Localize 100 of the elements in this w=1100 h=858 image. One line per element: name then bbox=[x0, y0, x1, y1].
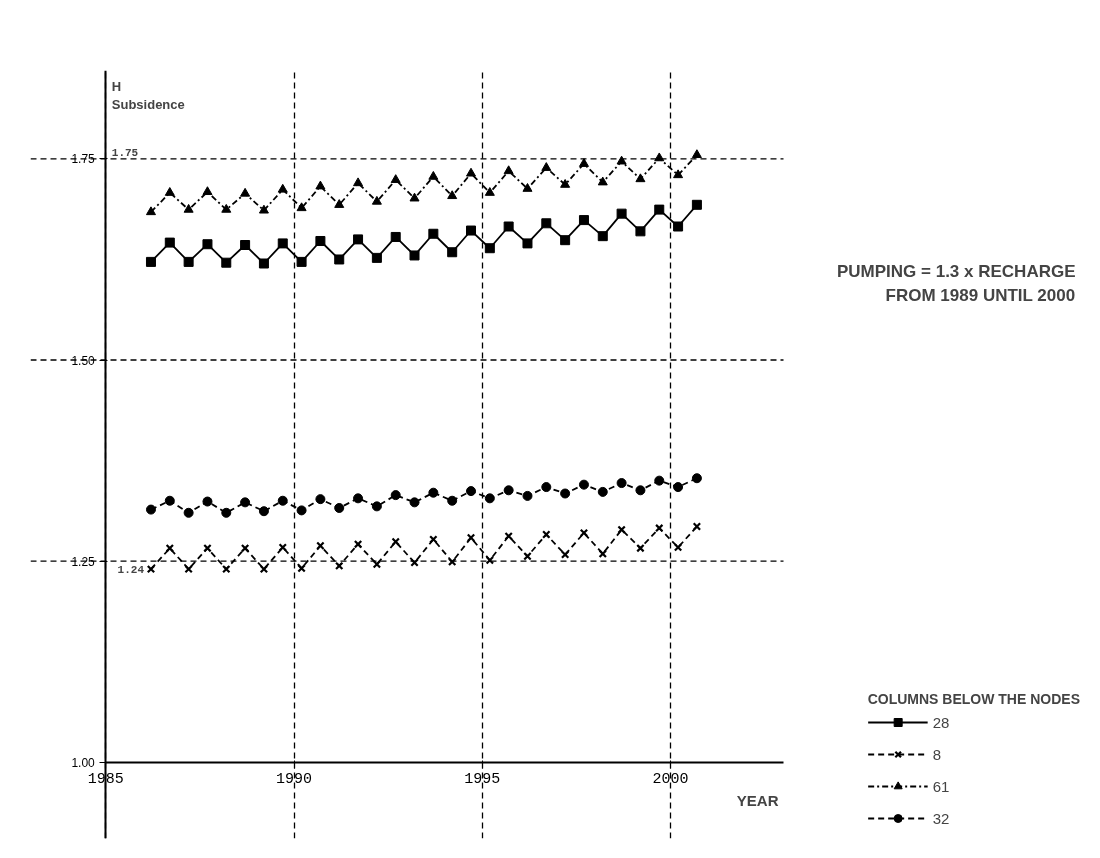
point bbox=[616, 155, 627, 165]
point bbox=[315, 235, 326, 246]
point bbox=[691, 473, 702, 484]
point bbox=[334, 561, 344, 571]
x-tick-label: 1990 bbox=[276, 771, 313, 789]
point bbox=[560, 235, 571, 246]
x-tick-label: 2000 bbox=[652, 771, 689, 789]
point bbox=[504, 531, 513, 541]
point bbox=[673, 169, 684, 179]
point bbox=[240, 543, 250, 553]
point bbox=[296, 505, 307, 516]
point bbox=[597, 176, 608, 186]
point bbox=[560, 488, 571, 499]
point bbox=[579, 528, 589, 538]
point bbox=[616, 478, 627, 489]
point bbox=[691, 149, 702, 159]
point bbox=[484, 493, 495, 504]
legend-label: 28 bbox=[932, 713, 951, 731]
annotation: 1.24 bbox=[117, 563, 145, 576]
point bbox=[466, 486, 477, 497]
point bbox=[164, 237, 175, 248]
point bbox=[635, 485, 646, 496]
legend-title: COLUMNS BELOW THE NODES bbox=[867, 691, 1080, 707]
point bbox=[240, 187, 251, 197]
point bbox=[409, 497, 420, 508]
point bbox=[164, 495, 175, 506]
point bbox=[240, 240, 251, 251]
point bbox=[484, 187, 495, 196]
point bbox=[691, 199, 702, 210]
point bbox=[391, 537, 400, 547]
point bbox=[202, 496, 213, 507]
point bbox=[503, 221, 514, 232]
point bbox=[635, 226, 646, 237]
point bbox=[202, 186, 213, 196]
point bbox=[277, 495, 288, 506]
x-axis-title: YEAR bbox=[736, 792, 779, 810]
point bbox=[371, 252, 382, 263]
point bbox=[541, 162, 552, 171]
point bbox=[296, 202, 307, 212]
point bbox=[428, 228, 439, 239]
point bbox=[447, 247, 458, 258]
point bbox=[447, 190, 458, 200]
point bbox=[184, 564, 193, 574]
point bbox=[466, 533, 476, 543]
point bbox=[145, 206, 156, 216]
legend-label: 8 bbox=[932, 745, 942, 763]
y-tick-label: 1.75 bbox=[71, 152, 96, 167]
point bbox=[164, 187, 175, 196]
point bbox=[503, 485, 514, 496]
point bbox=[484, 243, 495, 254]
point bbox=[258, 506, 269, 517]
point bbox=[597, 486, 608, 497]
point bbox=[202, 239, 213, 250]
point bbox=[146, 564, 156, 574]
point bbox=[597, 231, 608, 242]
point bbox=[578, 479, 589, 490]
ref-line-label: 1.75 bbox=[111, 146, 139, 159]
point bbox=[390, 174, 401, 183]
point bbox=[353, 493, 364, 504]
point bbox=[522, 238, 533, 249]
point bbox=[371, 501, 382, 512]
text: PUMPING = 1.3 x RECHARGE FROM 1989 UNTIL 2000 bbox=[836, 261, 1076, 305]
point bbox=[522, 183, 533, 192]
point bbox=[635, 173, 646, 183]
y-tick-label: 1.00 bbox=[71, 755, 96, 770]
point bbox=[616, 208, 627, 219]
point bbox=[353, 234, 364, 245]
point bbox=[334, 254, 345, 265]
point bbox=[673, 543, 683, 552]
point bbox=[259, 564, 269, 574]
point bbox=[183, 203, 194, 213]
point bbox=[673, 221, 684, 232]
point bbox=[578, 158, 589, 167]
point bbox=[428, 487, 439, 498]
x-tick-label: 1995 bbox=[464, 771, 501, 789]
point bbox=[353, 539, 363, 549]
point bbox=[466, 167, 477, 177]
point bbox=[541, 482, 552, 493]
point bbox=[560, 179, 571, 188]
point bbox=[390, 231, 401, 242]
point bbox=[296, 256, 307, 267]
legend-label: 32 bbox=[932, 809, 951, 827]
point bbox=[409, 192, 420, 202]
point bbox=[145, 504, 156, 515]
point bbox=[390, 490, 401, 501]
point bbox=[315, 180, 326, 190]
point bbox=[578, 215, 589, 226]
point bbox=[240, 497, 251, 508]
point bbox=[334, 502, 345, 513]
y-axis-title: H Subsidence bbox=[111, 78, 185, 112]
point bbox=[503, 165, 514, 175]
point bbox=[522, 490, 533, 501]
point bbox=[654, 475, 665, 486]
point bbox=[183, 507, 194, 518]
legend-label: 61 bbox=[932, 777, 951, 795]
point bbox=[221, 203, 232, 213]
point bbox=[673, 482, 684, 493]
point bbox=[183, 256, 194, 267]
point bbox=[428, 170, 439, 180]
point bbox=[221, 257, 232, 268]
